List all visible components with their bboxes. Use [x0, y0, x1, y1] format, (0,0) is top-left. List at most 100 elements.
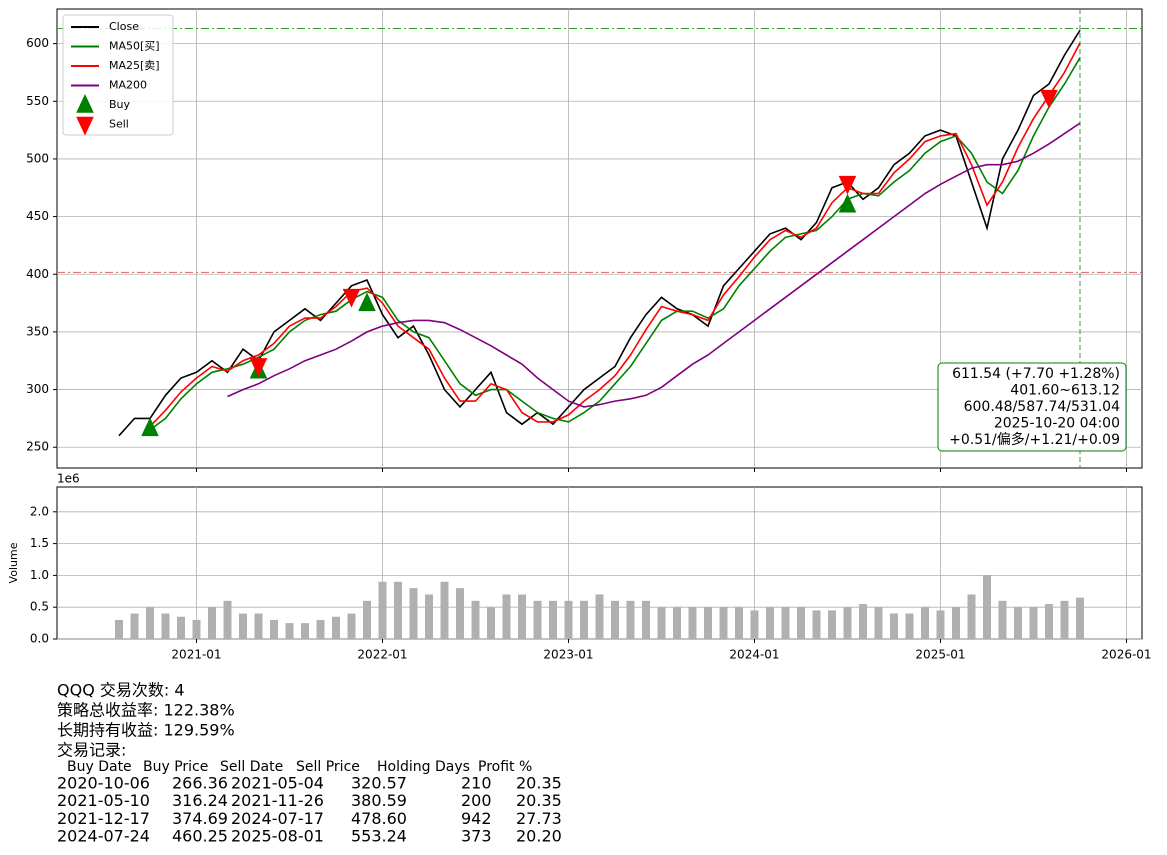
legend-label: MA200: [109, 79, 147, 92]
y-tick-label: 2.0: [30, 504, 49, 518]
table-cell: 478.60: [351, 809, 407, 828]
annotation-text: 611.54 (+7.70 +1.28%): [952, 366, 1120, 382]
volume-bar: [967, 594, 976, 639]
volume-bar: [130, 613, 139, 639]
summary-line: QQQ 交易次数: 4: [57, 681, 185, 700]
y-tick-label: 350: [26, 324, 49, 338]
volume-bar: [580, 600, 588, 639]
x-tick-label: 2023-01: [543, 648, 593, 662]
trade-marker: [838, 193, 857, 213]
annotation-text: 600.48/587.74/531.04: [964, 399, 1120, 415]
volume-bar: [378, 581, 387, 639]
price-frame: [56, 8, 1143, 469]
volume-bar: [270, 619, 278, 639]
volume-bar: [549, 600, 557, 639]
volume-bar: [735, 607, 743, 639]
legend-label: Close: [109, 20, 139, 33]
table-header: Profit %: [478, 759, 532, 775]
y-tick-label: 0.5: [30, 600, 49, 614]
annotation-text: +0.51/偏多/+1.21/+0.09: [949, 431, 1120, 448]
volume-bar: [502, 594, 511, 639]
volume-bar: [425, 594, 433, 639]
table-header: Sell Price: [296, 759, 360, 775]
volume-bar: [332, 616, 340, 639]
volume-bar: [843, 607, 852, 639]
y-tick-label: 400: [26, 267, 49, 281]
volume-bar: [921, 607, 929, 639]
volume-bar: [316, 619, 325, 639]
volume-bar: [440, 581, 449, 639]
offset-label: 1e6: [57, 472, 80, 486]
line-series: [227, 122, 1081, 408]
volume-bar: [936, 610, 945, 639]
trade-marker: [838, 175, 857, 195]
y-tick-label: 0.0: [30, 632, 49, 646]
volume-bar: [146, 607, 154, 639]
volume-bar: [983, 575, 991, 639]
volume-bar: [533, 600, 542, 639]
trade-marker: [141, 417, 159, 437]
legend-marker: [76, 116, 94, 136]
table-cell: 2021-11-26: [231, 791, 324, 810]
table-cell: 316.24: [172, 791, 228, 810]
y-tick-label: 600: [26, 36, 49, 50]
volume-bar: [750, 610, 759, 639]
volume-bar: [595, 594, 604, 639]
line-series: [118, 29, 1081, 437]
volume-bar: [518, 594, 526, 639]
y-tick-label: 1.0: [30, 568, 49, 582]
table-cell: 20.35: [516, 774, 562, 793]
volume-bar: [998, 600, 1007, 639]
volume-bar: [859, 604, 867, 639]
volume-bar: [347, 613, 356, 639]
table-cell: 266.36: [172, 774, 228, 793]
volume-bar: [254, 613, 263, 639]
table-header: Buy Date: [67, 759, 132, 775]
volume-bar: [890, 613, 898, 639]
x-tick-label: 2022-01: [357, 648, 407, 662]
line-series: [149, 42, 1081, 428]
legend-box: [62, 14, 174, 136]
table-cell: 942: [461, 809, 492, 828]
annotation-text: 2025-10-20 04:00: [994, 416, 1120, 432]
volume-bar: [797, 607, 805, 639]
table-cell: 200: [461, 791, 492, 810]
y-axis-label: Volume: [7, 542, 20, 583]
table-cell: 373: [461, 827, 492, 846]
table-cell: 2021-05-04: [231, 774, 324, 793]
volume-bar: [812, 610, 821, 639]
y-tick-label: 550: [26, 94, 49, 108]
y-tick-label: 450: [26, 209, 49, 223]
summary-line: 交易记录:: [57, 741, 126, 760]
y-tick-label: 500: [26, 151, 49, 165]
table-cell: 2024-07-24: [57, 827, 150, 846]
x-tick-label: 2024-01: [729, 648, 779, 662]
volume-bar: [456, 588, 464, 639]
volume-bar: [564, 600, 573, 639]
y-tick-label: 300: [26, 382, 49, 396]
volume-bar: [657, 607, 666, 639]
volume-bar: [471, 600, 480, 639]
volume-bar: [611, 600, 619, 639]
table-cell: 380.59: [351, 791, 407, 810]
table-cell: 210: [461, 774, 492, 793]
volume-bar: [673, 607, 681, 639]
volume-bar: [905, 613, 914, 639]
trade-marker: [342, 288, 361, 308]
trade-marker: [358, 292, 376, 312]
volume-bar: [1076, 597, 1084, 639]
table-cell: 460.25: [172, 827, 228, 846]
trade-marker: [249, 358, 268, 377]
volume-bar: [487, 607, 495, 639]
volume-bar: [161, 613, 170, 639]
volume-bar: [781, 607, 790, 639]
table-cell: 2025-08-01: [231, 827, 324, 846]
legend-label: Buy: [109, 98, 131, 111]
volume-bar: [828, 610, 836, 639]
legend-marker: [76, 94, 94, 113]
x-tick-label: 2021-01: [171, 648, 221, 662]
volume-bar: [239, 613, 247, 639]
legend-label: MA25[卖]: [109, 59, 160, 72]
y-tick-label: 1.5: [30, 536, 49, 550]
